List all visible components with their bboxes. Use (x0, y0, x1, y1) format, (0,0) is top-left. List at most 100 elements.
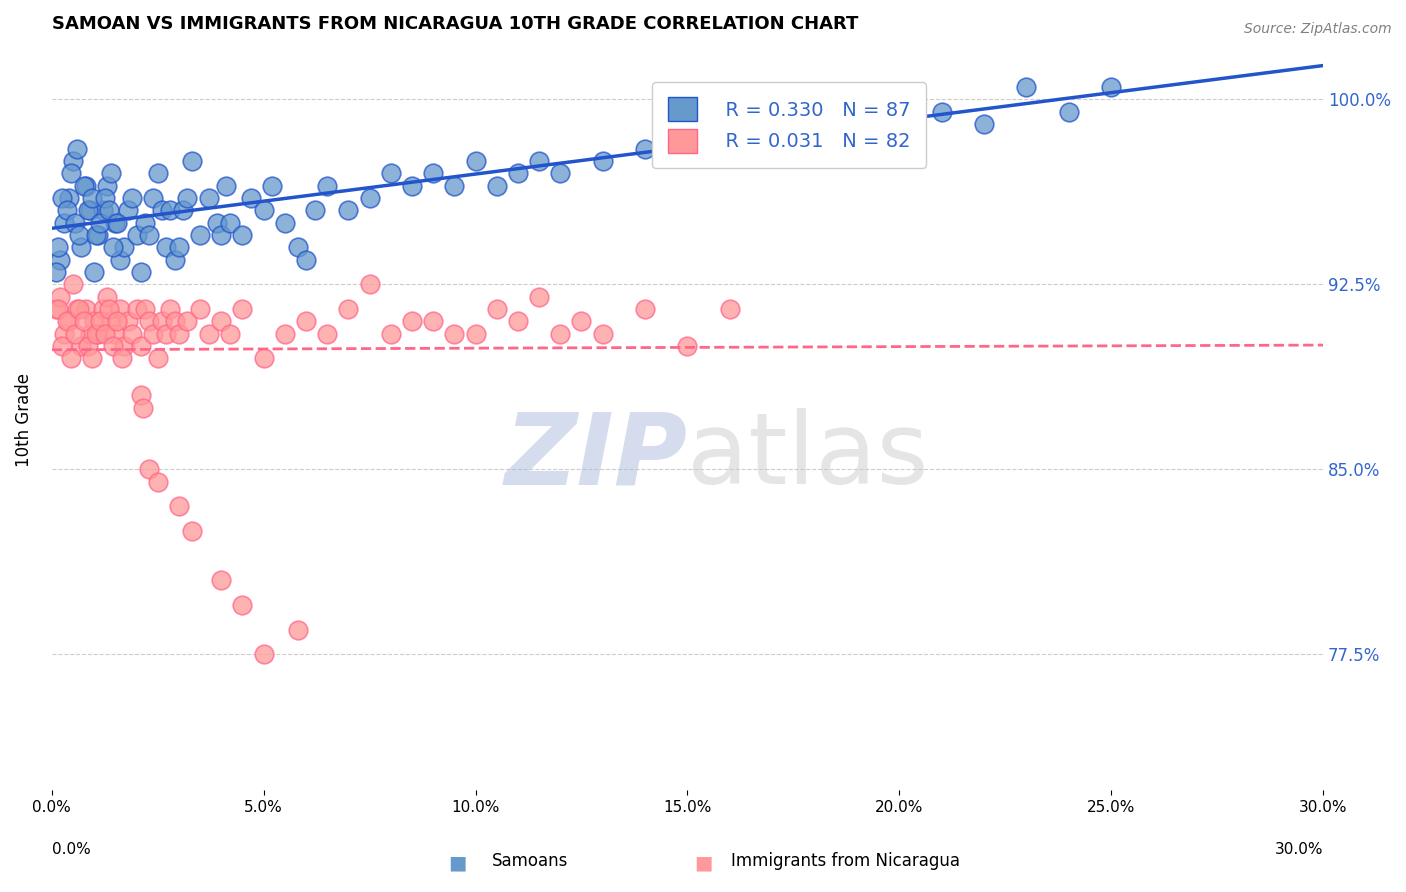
Point (464, 326, 486, 341)
Point (163, 252, 186, 267)
Point (176, 191, 198, 205)
Point (51, 339, 73, 353)
Point (66, 301, 89, 316)
Point (87, 227, 110, 242)
Point (117, 314, 139, 328)
Point (45, 301, 67, 316)
Point (49, 289, 72, 303)
Point (359, 191, 381, 205)
Point (274, 215, 297, 229)
Point (506, 314, 529, 328)
Point (89, 215, 111, 229)
Point (1015, 79, 1038, 94)
Point (172, 203, 194, 218)
Point (253, 647, 276, 661)
Point (53, 215, 76, 229)
Point (253, 351, 276, 366)
Point (464, 153, 486, 168)
Point (107, 215, 129, 229)
Point (422, 166, 444, 180)
Point (401, 178, 423, 193)
Point (209, 314, 232, 328)
Point (218, 326, 240, 341)
Point (55, 203, 77, 218)
Point (70, 339, 93, 353)
Point (72, 314, 94, 328)
Point (155, 326, 177, 341)
Point (138, 462, 160, 476)
Text: SAMOAN VS IMMIGRANTS FROM NICARAGUA 10TH GRADE CORRELATION CHART: SAMOAN VS IMMIGRANTS FROM NICARAGUA 10TH… (52, 15, 858, 33)
Point (53, 326, 76, 341)
Point (159, 203, 181, 218)
Point (359, 277, 381, 292)
Point (70, 240, 93, 254)
Point (129, 265, 152, 279)
Point (76, 339, 98, 353)
Point (138, 227, 160, 242)
Point (103, 339, 125, 353)
Point (443, 326, 465, 341)
Point (718, 129, 741, 144)
Point (287, 623, 309, 637)
Point (889, 92, 911, 106)
Point (231, 227, 253, 242)
Point (1057, 104, 1080, 119)
Point (167, 240, 190, 254)
Point (72, 178, 94, 193)
Point (51, 191, 73, 205)
Point (188, 227, 211, 242)
Text: atlas: atlas (688, 409, 929, 506)
Point (66, 141, 89, 155)
Point (380, 326, 402, 341)
Point (58, 191, 80, 205)
Point (527, 153, 550, 168)
Point (84, 227, 107, 242)
Point (592, 326, 614, 341)
Point (58, 314, 80, 328)
Point (527, 289, 550, 303)
Point (239, 191, 262, 205)
Point (205, 215, 228, 229)
Point (274, 326, 297, 341)
Legend:   R = 0.330   N = 87,   R = 0.031   N = 82: R = 0.330 N = 87, R = 0.031 N = 82 (652, 82, 925, 168)
Point (676, 129, 699, 144)
Point (87, 326, 110, 341)
Point (97, 301, 120, 316)
Point (337, 203, 360, 218)
Text: Source: ZipAtlas.com: Source: ZipAtlas.com (1244, 22, 1392, 37)
Text: ZIP: ZIP (505, 409, 688, 506)
Point (176, 314, 198, 328)
Point (134, 301, 156, 316)
Point (1099, 79, 1122, 94)
Point (91, 203, 114, 218)
Point (295, 252, 318, 267)
Point (108, 252, 131, 267)
Point (209, 573, 232, 587)
Text: Immigrants from Nicaragua: Immigrants from Nicaragua (731, 852, 960, 870)
Point (295, 314, 318, 328)
Point (93, 326, 115, 341)
Point (592, 153, 614, 168)
Point (125, 301, 148, 316)
Point (150, 314, 173, 328)
Point (83, 314, 105, 328)
Point (104, 215, 127, 229)
Point (129, 388, 152, 402)
Point (59, 166, 82, 180)
Point (443, 178, 465, 193)
Point (167, 499, 190, 513)
Point (163, 314, 186, 328)
Point (67, 301, 90, 316)
Point (337, 301, 360, 316)
Point (107, 314, 129, 328)
Point (761, 117, 783, 131)
Point (104, 326, 127, 341)
Point (231, 598, 253, 612)
Point (129, 339, 152, 353)
Point (91, 301, 114, 316)
Point (571, 314, 593, 328)
Point (142, 191, 165, 205)
Point (287, 240, 309, 254)
Point (159, 301, 181, 316)
Point (262, 178, 284, 193)
